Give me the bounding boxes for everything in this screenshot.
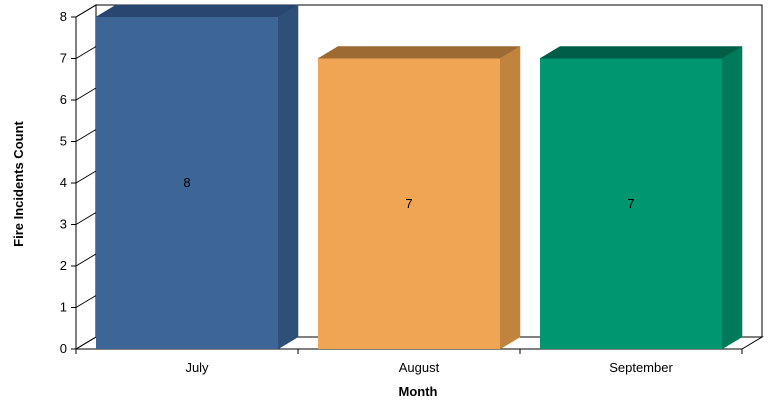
bar-front-face	[95, 17, 279, 349]
x-tick-label: September	[609, 360, 673, 375]
bar-side-face	[499, 46, 521, 350]
y-tick-label: 1	[60, 300, 67, 315]
y-tick-label: 0	[60, 341, 67, 356]
y-tick-label: 8	[60, 9, 67, 24]
x-axis-title: Month	[399, 384, 438, 399]
x-axis: July August September	[75, 349, 743, 375]
y-grid-stub	[75, 87, 97, 101]
bar-august: 7	[317, 46, 521, 350]
bar-top-face	[539, 46, 743, 59]
bars: 8 7 7	[95, 4, 743, 350]
bar-side-face	[721, 46, 743, 350]
y-grid-stub	[75, 212, 97, 225]
y-grid-stub	[75, 129, 97, 142]
y-tick-label: 5	[60, 134, 67, 149]
y-tick-label: 3	[60, 217, 67, 232]
bar-side-face	[277, 4, 299, 350]
bar-september: 7	[539, 46, 743, 350]
bar-top-face	[95, 4, 299, 18]
y-axis: 0 1 2 3 4 5 6 7 8	[60, 4, 97, 356]
y-grid-stub	[75, 170, 97, 184]
bar-top-face	[317, 46, 521, 59]
bar-front-face	[317, 58, 501, 349]
y-tick-label: 7	[60, 51, 67, 66]
y-grid-stub	[75, 295, 97, 308]
y-tick-label: 4	[60, 175, 67, 190]
y-tick-label: 6	[60, 92, 67, 107]
bar-value-label: 8	[183, 175, 190, 190]
bar-value-label: 7	[627, 196, 634, 211]
y-grid-stub	[75, 4, 97, 18]
y-axis-title: Fire Incidents Count	[11, 120, 26, 246]
y-grid-stub	[75, 253, 97, 267]
bar-value-label: 7	[405, 196, 412, 211]
y-grid-stub	[75, 46, 97, 59]
x-tick-label: July	[185, 360, 209, 375]
bar-front-face	[539, 58, 723, 349]
y-tick-label: 2	[60, 258, 67, 273]
bar-july: 8	[95, 4, 299, 350]
y-grid-stub	[75, 336, 97, 350]
x-tick-label: August	[399, 360, 440, 375]
